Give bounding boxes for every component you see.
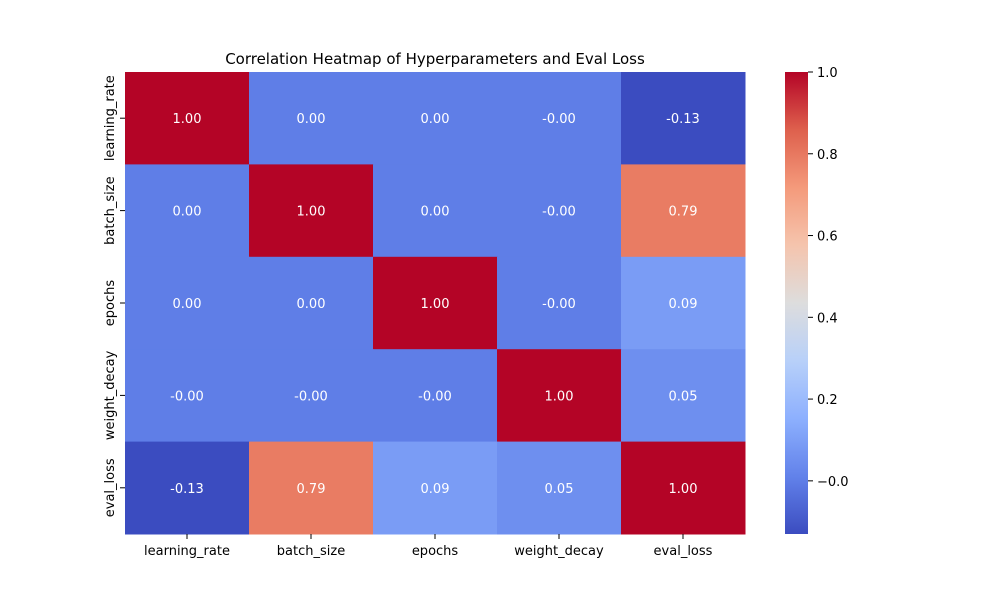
heatmap-cell-labels: 1.00 0.00 0.00 -0.00 -0.13 0.00 1.00 0.00 -0.00 0… [170, 112, 700, 497]
x-tick-label: weight_decay [514, 544, 604, 559]
heatmap-cell [497, 349, 622, 443]
heatmap-cell [497, 256, 622, 350]
y-tick-label: weight_decay [103, 350, 118, 440]
heatmap-cell [621, 349, 746, 443]
cell-value-label: 0.00 [421, 205, 450, 220]
x-tick-label: eval_loss [654, 544, 713, 559]
y-tick-label: learning_rate [103, 75, 118, 161]
heatmap-cell [249, 72, 374, 165]
x-tick-label: epochs [412, 544, 459, 559]
cell-value-label: 0.09 [669, 297, 698, 312]
cell-value-label: 0.00 [297, 297, 326, 312]
cell-value-label: 1.00 [173, 112, 202, 127]
heatmap-cell [125, 349, 250, 443]
heatmap-cell [621, 256, 746, 350]
cell-value-label: 0.05 [545, 482, 574, 497]
heatmap-cell [249, 256, 374, 350]
cell-value-label: 0.05 [669, 389, 698, 404]
colorbar-tick-label: 0.4 [817, 311, 838, 326]
cell-value-label: 1.00 [421, 297, 450, 312]
colorbar: −0.0 0.2 0.4 0.6 0.8 1.0 [785, 66, 849, 534]
heatmap-cell [125, 256, 250, 350]
cell-value-label: 0.00 [173, 205, 202, 220]
cell-value-label: -0.13 [170, 482, 204, 497]
colorbar-gradient [785, 72, 808, 534]
heatmap-cell [249, 164, 374, 258]
y-tick-label: batch_size [103, 176, 118, 244]
heatmap-cell [373, 164, 498, 258]
cell-value-label: -0.00 [418, 389, 452, 404]
cell-value-label: -0.00 [542, 205, 576, 220]
heatmap-cell [373, 72, 498, 165]
cell-value-label: 0.79 [297, 482, 326, 497]
heatmap-cell [497, 164, 622, 258]
heatmap-cell [249, 349, 374, 443]
heatmap-cell [373, 256, 498, 350]
y-tick-label: eval_loss [103, 458, 118, 517]
cell-value-label: 1.00 [545, 389, 574, 404]
x-tick-label: batch_size [277, 544, 345, 559]
cell-value-label: -0.00 [170, 389, 204, 404]
chart-title: Correlation Heatmap of Hyperparameters a… [225, 50, 645, 68]
cell-value-label: 1.00 [297, 205, 326, 220]
colorbar-tick-label: 0.2 [817, 393, 838, 408]
cell-value-label: -0.00 [294, 389, 328, 404]
cell-value-label: -0.00 [542, 112, 576, 127]
colorbar-tick-label: −0.0 [817, 475, 849, 490]
heatmap-cell [373, 349, 498, 443]
heatmap-cell [621, 441, 746, 535]
heatmap-cell [621, 164, 746, 258]
cell-value-label: 0.09 [421, 482, 450, 497]
cell-value-label: -0.13 [666, 112, 700, 127]
heatmap-cell [497, 72, 622, 165]
colorbar-tick-label: 1.0 [817, 66, 838, 81]
heatmap-cell [249, 441, 374, 535]
x-axis: learning_rate batch_size epochs weight_deca… [144, 534, 713, 559]
y-tick-label: epochs [103, 280, 118, 327]
heatmap-cells [125, 72, 746, 535]
x-tick-label: learning_rate [144, 544, 230, 559]
heatmap-cell [125, 164, 250, 258]
heatmap-cell [125, 72, 250, 165]
cell-value-label: 0.00 [173, 297, 202, 312]
heatmap-cell [373, 441, 498, 535]
cell-value-label: 0.00 [297, 112, 326, 127]
cell-value-label: -0.00 [542, 297, 576, 312]
colorbar-tick-label: 0.8 [817, 148, 838, 163]
cell-value-label: 1.00 [669, 482, 698, 497]
heatmap-cell [125, 441, 250, 535]
heatmap-cell [621, 72, 746, 165]
heatmap-cell [497, 441, 622, 535]
cell-value-label: 0.79 [669, 205, 698, 220]
colorbar-tick-label: 0.6 [817, 230, 838, 245]
cell-value-label: 0.00 [421, 112, 450, 127]
